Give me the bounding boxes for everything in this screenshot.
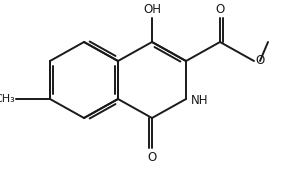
Text: O: O [215, 3, 225, 16]
Text: OH: OH [143, 3, 161, 16]
Text: O: O [147, 151, 156, 164]
Text: NH: NH [191, 95, 208, 108]
Text: O: O [255, 54, 264, 67]
Text: CH₃: CH₃ [0, 94, 15, 104]
